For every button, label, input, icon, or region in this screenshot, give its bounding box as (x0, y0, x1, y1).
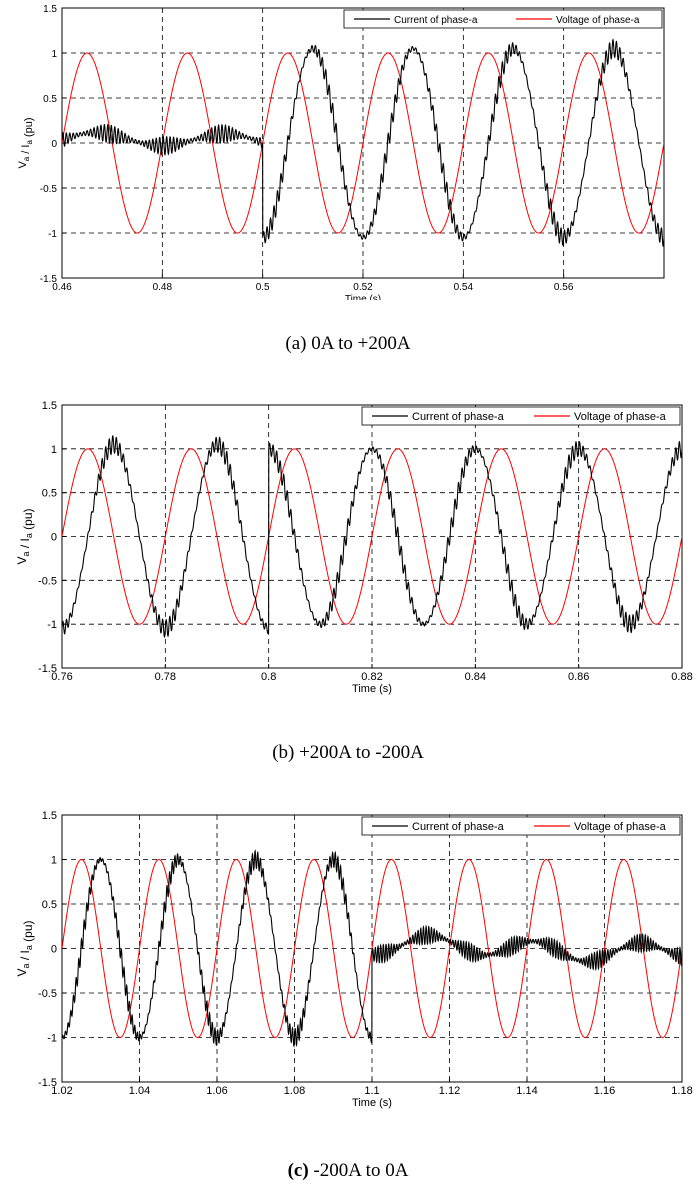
x-tick-label: 0.76 (51, 671, 72, 683)
x-tick-label: 0.54 (454, 282, 474, 293)
x-tick-label: 0.56 (554, 282, 574, 293)
legend-label-current: Current of phase-a (412, 821, 505, 833)
x-tick-label: 1.18 (671, 1085, 692, 1097)
legend-label-voltage: Voltage of phase-a (574, 411, 667, 423)
x-tick-label: 1.16 (594, 1085, 615, 1097)
y-tick-label: -0.5 (38, 575, 57, 587)
x-axis-label: Time (s) (352, 1097, 392, 1109)
series-line-voltage (62, 448, 682, 625)
x-tick-label: 1.08 (284, 1085, 305, 1097)
x-tick-label: 1.1 (364, 1085, 379, 1097)
x-tick-label: 0.52 (353, 282, 373, 293)
chart-c: 1.02 1.04 1.06 1.08 1.1 1.12 1.14 1.16 1.18 -1.5 -… (15, 810, 693, 1109)
y-tick-label: -1 (47, 619, 57, 631)
x-tick-label: 0.8 (261, 671, 276, 683)
legend: Current of phase-a Voltage of phase-a (343, 9, 663, 29)
caption-a-text: (a) 0A to +200A (285, 333, 411, 354)
caption-b: (b) +200A to -200A (0, 742, 696, 764)
y-tick-label: 1 (51, 444, 57, 456)
plot-area: 1.02 1.04 1.06 1.08 1.1 1.12 1.14 1.16 1.18 -1.5 -… (15, 810, 693, 1109)
y-tick-label: 1 (51, 855, 57, 867)
x-tick-label: 0.48 (153, 282, 173, 293)
y-tick-label: 1.5 (43, 4, 57, 15)
y-tick-label: -0.5 (40, 184, 58, 195)
y-tick-label: 1 (51, 49, 57, 60)
x-tick-label: 0.84 (465, 671, 486, 683)
x-axis-label: Time (s) (352, 683, 392, 695)
legend-label-voltage: Voltage of phase-a (556, 15, 640, 26)
caption-c-label: (c) (287, 1160, 309, 1181)
y-tick-label: -1.5 (40, 274, 58, 285)
y-tick-label: 0 (51, 532, 57, 544)
legend-box (361, 406, 681, 426)
x-tick-label: 1.12 (439, 1085, 460, 1097)
y-tick-label: -1.5 (38, 1077, 57, 1089)
series-line-current (62, 849, 682, 1048)
x-tick-label: 1.02 (51, 1085, 72, 1097)
caption-a: (a) 0A to +200A (0, 333, 696, 355)
y-tick-label: -1 (47, 1033, 57, 1045)
y-axis-label: Va / Ia (pu) (17, 117, 35, 168)
y-tick-label: -1.5 (38, 663, 57, 675)
legend: Current of phase-a Voltage of phase-a (361, 406, 681, 426)
chart-panel-b: 0.76 0.78 0.8 0.82 0.84 0.86 0.88 -1.5 -1 -0.5 0 0.… (0, 380, 696, 710)
x-tick-label: 0.82 (361, 671, 382, 683)
y-tick-label: 0.5 (43, 94, 57, 105)
legend: Current of phase-a Voltage of phase-a (361, 816, 681, 836)
x-tick-label: 0.86 (568, 671, 589, 683)
legend-box (361, 816, 681, 836)
y-tick-label: -1 (48, 229, 57, 240)
chart-a: 0.46 0.48 0.5 0.52 0.54 0.56 -1.5 -1 -0.5 0 0.5 1 1.… (17, 4, 665, 300)
x-axis-label: Time (s) (345, 294, 381, 300)
x-tick-label: 0.88 (671, 671, 692, 683)
series-line-voltage (62, 858, 682, 1039)
y-axis-label: Va / Ia (pu) (15, 508, 35, 564)
plot-area: 0.76 0.78 0.8 0.82 0.84 0.86 0.88 -1.5 -1 -0.5 0 0.… (15, 400, 693, 695)
x-tick-label: 1.04 (129, 1085, 150, 1097)
chart-panel-a: 0.46 0.48 0.5 0.52 0.54 0.56 -1.5 -1 -0.5 0 0.5 1 1.… (0, 0, 696, 300)
legend-label-current: Current of phase-a (412, 411, 505, 423)
legend-box (343, 9, 663, 29)
series-line-current (62, 38, 664, 247)
caption-b-text: (b) +200A to -200A (272, 742, 424, 763)
x-tick-label: 1.06 (206, 1085, 227, 1097)
y-tick-label: 0.5 (42, 899, 57, 911)
chart-b: 0.76 0.78 0.8 0.82 0.84 0.86 0.88 -1.5 -1 -0.5 0 0.… (15, 400, 693, 695)
y-tick-label: 0.5 (42, 488, 57, 500)
y-tick-label: -0.5 (38, 988, 57, 1000)
y-tick-label: 0 (51, 139, 57, 150)
chart-panel-c: 1.02 1.04 1.06 1.08 1.1 1.12 1.14 1.16 1.18 -1.5 -… (0, 795, 696, 1125)
plot-area: 0.46 0.48 0.5 0.52 0.54 0.56 -1.5 -1 -0.5 0 0.5 1 1.… (17, 4, 665, 300)
y-axis-label: Va / Ia (pu) (15, 920, 35, 976)
series-line-current (62, 435, 682, 639)
y-tick-label: 1.5 (42, 400, 57, 412)
legend-label-current: Current of phase-a (394, 15, 478, 26)
y-tick-label: 1.5 (42, 810, 57, 822)
x-tick-label: 0.46 (52, 282, 72, 293)
y-tick-label: 0 (51, 944, 57, 956)
legend-label-voltage: Voltage of phase-a (574, 821, 667, 833)
x-tick-label: 1.14 (516, 1085, 537, 1097)
caption-c-text: -200A to 0A (308, 1160, 409, 1181)
caption-c: (c) -200A to 0A (0, 1160, 696, 1182)
x-tick-label: 0.5 (256, 282, 270, 293)
x-tick-label: 0.78 (155, 671, 176, 683)
